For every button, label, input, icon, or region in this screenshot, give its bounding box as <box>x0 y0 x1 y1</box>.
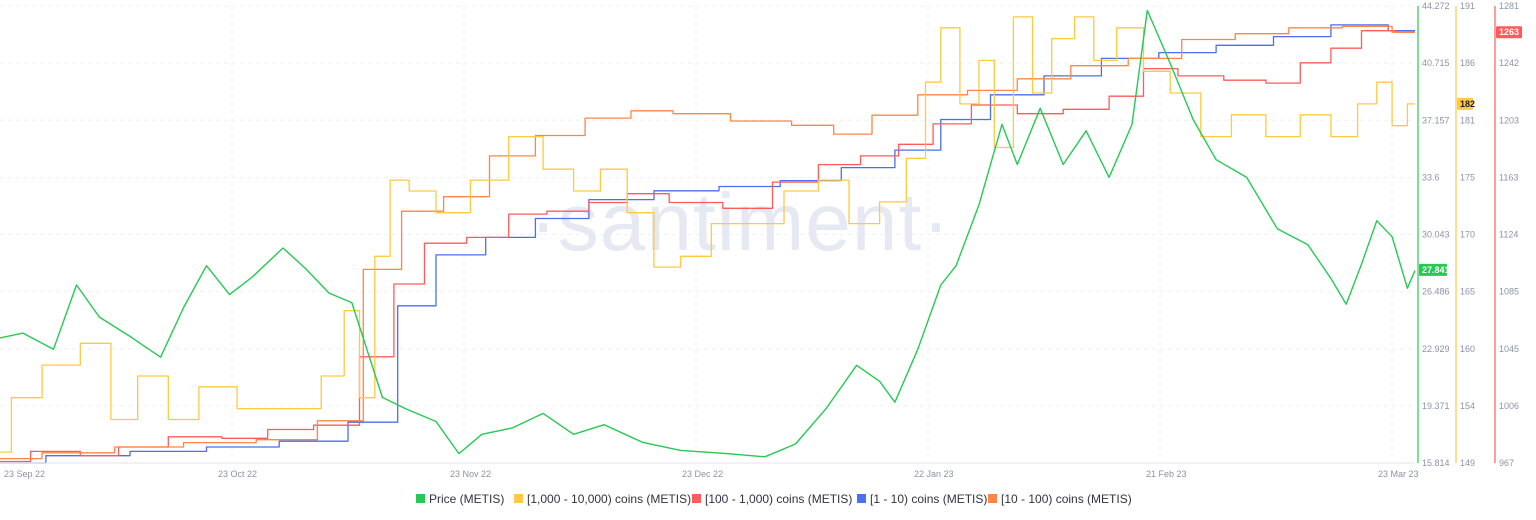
axis-tick-label: 181 <box>1460 115 1475 125</box>
axis-tick-label: 26.486 <box>1422 287 1450 297</box>
x-tick-label: 23 Nov 22 <box>450 469 491 479</box>
legend-swatch <box>988 494 997 503</box>
legend-item[interactable]: Price (METIS) <box>416 492 504 506</box>
axis-tick-label: 37.157 <box>1422 115 1450 125</box>
x-tick-label: 23 Sep 22 <box>4 469 45 479</box>
axis-tick-label: 967 <box>1499 458 1514 468</box>
axis-tick-label: 1203 <box>1499 115 1519 125</box>
x-axis: 23 Sep 22 23 Oct 22 23 Nov 22 23 Dec 22 22 J… <box>0 462 1419 479</box>
axis-tick-label: 15.814 <box>1422 458 1450 468</box>
legend-label: [1 - 10) coins (METIS) <box>870 492 987 506</box>
axis-tick-label: 40.715 <box>1422 58 1450 68</box>
legend-label: [10 - 100) coins (METIS) <box>1001 492 1132 506</box>
axis-tick-label: 165 <box>1460 287 1475 297</box>
axis-tick-label: 149 <box>1460 458 1475 468</box>
x-tick-label: 21 Feb 23 <box>1146 469 1187 479</box>
axis-tick-label: 154 <box>1460 401 1475 411</box>
current-value-label: 1263 <box>1499 27 1519 37</box>
legend-swatch <box>416 494 425 503</box>
legend-swatch <box>857 494 866 503</box>
series-line-3 <box>0 24 1415 464</box>
axis-tick-label: 33.6 <box>1422 172 1440 182</box>
axis-tick-label: 44.272 <box>1422 1 1450 11</box>
series-lines <box>0 9 1416 464</box>
legend-label: Price (METIS) <box>429 492 504 506</box>
axis-tick-label: 1242 <box>1499 58 1519 68</box>
axis-tick-label: 22.929 <box>1422 344 1450 354</box>
current-value-label: 182 <box>1460 99 1475 109</box>
axis-tick-label: 186 <box>1460 58 1475 68</box>
series-line-1 <box>0 16 1415 453</box>
x-tick-label: 23 Mar 23 <box>1378 469 1419 479</box>
axis-tick-label: 1163 <box>1499 172 1518 182</box>
axis-tick-label: 1085 <box>1499 287 1519 297</box>
legend-swatch <box>514 494 523 503</box>
legend-item[interactable]: [1 - 10) coins (METIS) <box>857 492 987 506</box>
axes: 44.272 40.715 37.157 33.6 30.043 26.486 22.929… <box>1417 1 1522 468</box>
axis-tick-label: 1281 <box>1499 1 1519 11</box>
legend-item[interactable]: [100 - 1,000) coins (METIS) <box>692 492 852 506</box>
legend-swatch <box>692 494 701 503</box>
legend-item[interactable]: [1,000 - 10,000) coins (METIS) <box>514 492 691 506</box>
series-line-4 <box>0 25 1415 460</box>
legend-label: [1,000 - 10,000) coins (METIS) <box>527 492 691 506</box>
axis-tick-label: 19.371 <box>1422 401 1450 411</box>
legend-label: [100 - 1,000) coins (METIS) <box>705 492 852 506</box>
axis-tick-label: 175 <box>1460 172 1475 182</box>
current-value-badge <box>1419 263 1447 276</box>
axis-tick-label: 160 <box>1460 344 1475 354</box>
axis-tick-label: 1124 <box>1499 230 1518 240</box>
series-line-0 <box>0 9 1416 458</box>
axis-tick-label: 1006 <box>1499 401 1519 411</box>
x-tick-label: 23 Dec 22 <box>682 469 723 479</box>
x-tick-label: 22 Jan 23 <box>914 469 954 479</box>
axis-tick-label: 30.043 <box>1422 230 1450 240</box>
current-value-label: 27.841 <box>1422 265 1450 275</box>
axis-tick-label: 170 <box>1460 230 1475 240</box>
axis-tick-label: 1045 <box>1499 344 1519 354</box>
x-tick-label: 23 Oct 22 <box>218 469 257 479</box>
axis-tick-label: 191 <box>1460 1 1475 11</box>
series-line-2 <box>0 30 1415 463</box>
current-value-badge <box>1496 26 1522 39</box>
current-value-badge <box>1457 97 1473 110</box>
legend[interactable]: Price (METIS) [1,000 - 10,000) coins (MET… <box>416 492 1132 506</box>
legend-item[interactable]: [10 - 100) coins (METIS) <box>988 492 1132 506</box>
